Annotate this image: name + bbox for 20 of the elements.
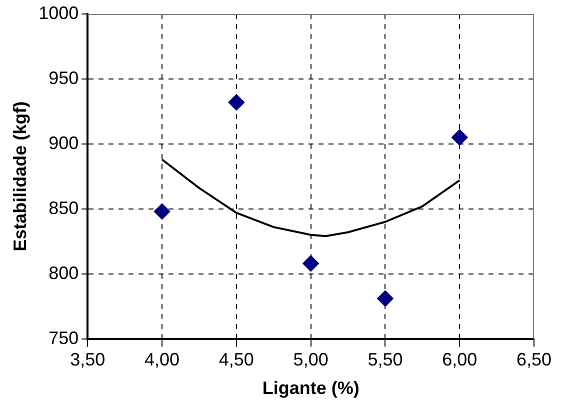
y-tick-label: 950 — [48, 68, 79, 88]
point — [377, 290, 394, 307]
x-axis-title: Ligante (%) — [262, 378, 360, 398]
point — [302, 255, 319, 272]
point — [154, 203, 170, 220]
x-tick-label: 3,50 — [70, 350, 106, 370]
x-tick-label: 4,50 — [218, 350, 254, 370]
x-tick-label: 4,00 — [144, 350, 180, 370]
x-tick-label: 5,00 — [293, 350, 328, 370]
x-tick-label: 5,50 — [368, 350, 403, 370]
y-axis-title: Estabilidade (kgf) — [10, 101, 30, 252]
point — [452, 129, 468, 146]
y-tick-label: 900 — [48, 132, 79, 153]
y-tick-label: 750 — [48, 328, 79, 348]
point — [228, 94, 244, 110]
y-tick-label: 1000 — [38, 2, 79, 23]
x-tick-label: 6,50 — [516, 350, 552, 370]
y-tick-label: 800 — [48, 262, 79, 283]
y-tick-label: 850 — [48, 198, 79, 218]
x-tick-label: 6,00 — [442, 350, 478, 370]
